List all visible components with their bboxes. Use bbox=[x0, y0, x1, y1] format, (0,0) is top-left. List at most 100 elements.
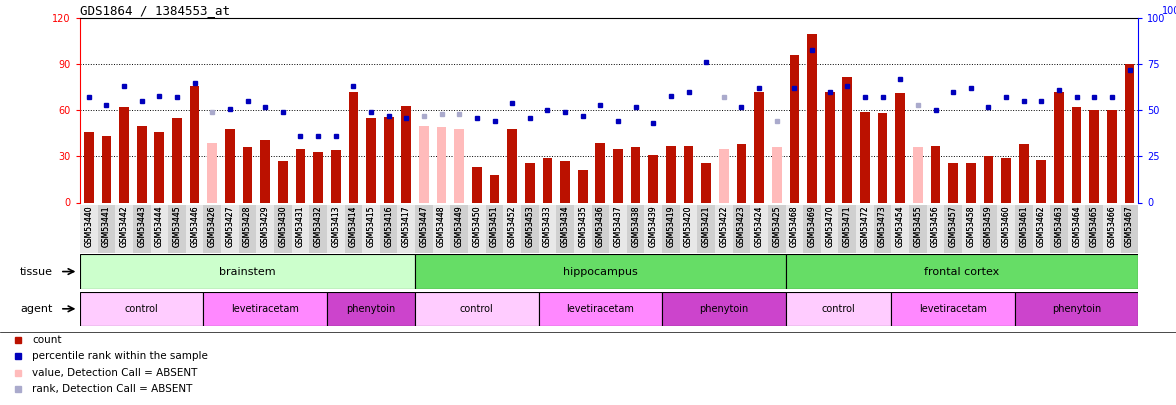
Bar bbox=[891, 205, 909, 253]
Bar bbox=[101, 136, 112, 202]
Bar bbox=[256, 205, 274, 253]
Text: GSM53424: GSM53424 bbox=[755, 205, 763, 247]
Text: GSM53421: GSM53421 bbox=[702, 205, 710, 247]
Bar bbox=[680, 205, 697, 253]
Bar bbox=[380, 205, 397, 253]
Bar bbox=[1018, 144, 1029, 202]
Bar bbox=[468, 205, 486, 253]
Bar bbox=[592, 205, 609, 253]
Text: GSM53414: GSM53414 bbox=[349, 205, 358, 247]
Text: GSM53471: GSM53471 bbox=[843, 205, 851, 247]
Text: GSM53446: GSM53446 bbox=[191, 205, 199, 247]
Text: GSM53462: GSM53462 bbox=[1037, 205, 1045, 247]
Bar bbox=[221, 205, 239, 253]
Text: GSM53451: GSM53451 bbox=[490, 205, 499, 247]
Text: GSM53439: GSM53439 bbox=[649, 205, 657, 247]
Bar bbox=[1121, 205, 1138, 253]
Bar bbox=[136, 126, 147, 202]
Text: GSM53472: GSM53472 bbox=[861, 205, 869, 247]
Bar bbox=[577, 170, 588, 202]
Text: GDS1864 / 1384553_at: GDS1864 / 1384553_at bbox=[80, 4, 230, 17]
Text: GSM53421: GSM53421 bbox=[702, 205, 710, 247]
Text: phenytoin: phenytoin bbox=[1053, 304, 1101, 314]
Text: GSM53473: GSM53473 bbox=[878, 205, 887, 247]
Bar bbox=[489, 175, 500, 202]
Bar bbox=[203, 205, 221, 253]
Bar bbox=[807, 34, 817, 202]
Text: GSM53426: GSM53426 bbox=[208, 205, 216, 247]
Bar bbox=[644, 205, 662, 253]
Bar bbox=[701, 162, 711, 202]
Bar bbox=[203, 292, 327, 326]
Text: GSM53422: GSM53422 bbox=[720, 205, 728, 247]
Bar bbox=[98, 205, 115, 253]
Text: GSM53438: GSM53438 bbox=[632, 205, 640, 247]
Bar bbox=[574, 205, 592, 253]
Text: GSM53415: GSM53415 bbox=[367, 205, 375, 247]
Bar bbox=[295, 149, 306, 202]
Bar bbox=[172, 118, 182, 202]
Bar bbox=[662, 205, 680, 253]
Bar bbox=[824, 92, 835, 202]
Text: GSM53437: GSM53437 bbox=[614, 205, 622, 247]
Bar bbox=[1071, 107, 1082, 202]
Text: GSM53417: GSM53417 bbox=[402, 205, 410, 247]
Bar bbox=[539, 292, 662, 326]
Bar bbox=[539, 205, 556, 253]
Bar bbox=[842, 77, 853, 202]
Text: GSM53423: GSM53423 bbox=[737, 205, 746, 247]
Bar bbox=[891, 292, 1015, 326]
Text: GSM53436: GSM53436 bbox=[596, 205, 604, 247]
Bar bbox=[133, 205, 151, 253]
Text: GSM53457: GSM53457 bbox=[949, 205, 957, 247]
Text: GSM53465: GSM53465 bbox=[1090, 205, 1098, 247]
Text: GSM53445: GSM53445 bbox=[173, 205, 181, 247]
Text: GSM53450: GSM53450 bbox=[473, 205, 481, 247]
Bar bbox=[309, 205, 327, 253]
Bar bbox=[909, 205, 927, 253]
Text: GSM53465: GSM53465 bbox=[1090, 205, 1098, 247]
Bar bbox=[521, 205, 539, 253]
Bar bbox=[683, 146, 694, 202]
Bar bbox=[948, 162, 958, 202]
Bar bbox=[1015, 205, 1033, 253]
Text: rank, Detection Call = ABSENT: rank, Detection Call = ABSENT bbox=[33, 384, 193, 394]
Bar bbox=[415, 205, 433, 253]
Text: GSM53464: GSM53464 bbox=[1073, 205, 1081, 247]
Text: GSM53424: GSM53424 bbox=[755, 205, 763, 247]
Text: tissue: tissue bbox=[20, 266, 53, 277]
Bar bbox=[697, 205, 715, 253]
Text: GSM53427: GSM53427 bbox=[226, 205, 234, 247]
Text: GSM53466: GSM53466 bbox=[1108, 205, 1116, 247]
Text: GSM53419: GSM53419 bbox=[667, 205, 675, 247]
Bar bbox=[207, 143, 218, 202]
Bar bbox=[662, 292, 786, 326]
Bar bbox=[913, 147, 923, 202]
Text: GSM53444: GSM53444 bbox=[155, 205, 163, 247]
Text: GSM53455: GSM53455 bbox=[914, 205, 922, 247]
Text: GSM53426: GSM53426 bbox=[208, 205, 216, 247]
Text: GSM53438: GSM53438 bbox=[632, 205, 640, 247]
Text: GSM53453: GSM53453 bbox=[526, 205, 534, 247]
Text: GSM53458: GSM53458 bbox=[967, 205, 975, 247]
Text: GSM53417: GSM53417 bbox=[402, 205, 410, 247]
Text: GSM53456: GSM53456 bbox=[931, 205, 940, 247]
Text: GSM53427: GSM53427 bbox=[226, 205, 234, 247]
Bar bbox=[997, 205, 1015, 253]
Bar bbox=[433, 205, 450, 253]
Bar bbox=[821, 205, 838, 253]
Text: GSM53431: GSM53431 bbox=[296, 205, 305, 247]
Text: GSM53432: GSM53432 bbox=[314, 205, 322, 247]
Text: GSM53453: GSM53453 bbox=[526, 205, 534, 247]
Text: GSM53471: GSM53471 bbox=[843, 205, 851, 247]
Text: GSM53460: GSM53460 bbox=[1002, 205, 1010, 247]
Bar bbox=[313, 152, 323, 202]
Bar bbox=[768, 205, 786, 253]
Bar bbox=[627, 205, 644, 253]
Bar bbox=[856, 205, 874, 253]
Text: GSM53444: GSM53444 bbox=[155, 205, 163, 247]
Text: percentile rank within the sample: percentile rank within the sample bbox=[33, 352, 208, 361]
Bar bbox=[436, 127, 447, 202]
Bar bbox=[327, 205, 345, 253]
Text: GSM53466: GSM53466 bbox=[1108, 205, 1116, 247]
